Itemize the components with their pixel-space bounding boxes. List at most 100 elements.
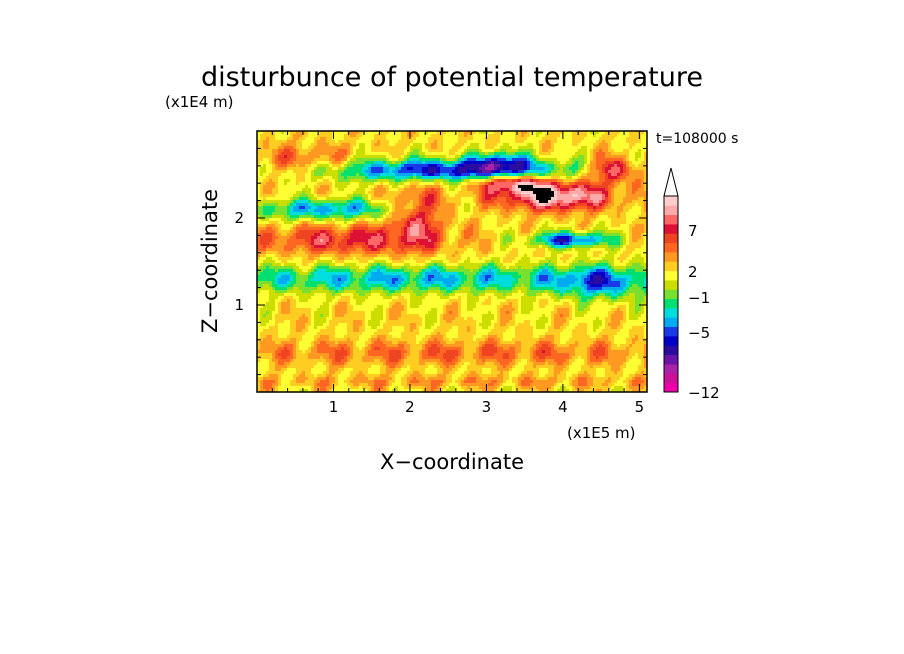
heatmap-cell: [443, 242, 447, 246]
heatmap-cell: [362, 227, 366, 231]
heatmap-cell: [341, 164, 345, 168]
heatmap-cell: [392, 143, 396, 147]
heatmap-cell: [563, 206, 567, 210]
heatmap-cell: [404, 239, 408, 243]
heatmap-cell: [449, 218, 453, 222]
heatmap-cell: [416, 218, 420, 222]
heatmap-cell: [470, 164, 474, 168]
heatmap-cell: [431, 200, 435, 204]
heatmap-cell: [515, 149, 519, 153]
heatmap-cell: [623, 140, 627, 144]
heatmap-cell: [563, 149, 567, 153]
heatmap-cell: [611, 215, 615, 219]
heatmap-cell: [452, 221, 456, 225]
heatmap-cell: [287, 218, 291, 222]
heatmap-cell: [341, 167, 345, 171]
heatmap-cell: [275, 239, 279, 243]
heatmap-cell: [452, 173, 456, 177]
heatmap-cell: [599, 194, 603, 198]
heatmap-cell: [323, 194, 327, 198]
heatmap-cell: [479, 239, 483, 243]
heatmap-cell: [623, 134, 627, 138]
heatmap-cell: [596, 230, 600, 234]
heatmap-cell: [629, 203, 633, 207]
heatmap-cell: [644, 161, 648, 165]
heatmap-cell: [479, 188, 483, 192]
heatmap-cell: [620, 203, 624, 207]
heatmap-cell: [455, 182, 459, 186]
heatmap-cell: [599, 173, 603, 177]
heatmap-cell: [512, 161, 516, 165]
heatmap-cell: [590, 215, 594, 219]
heatmap-cell: [467, 218, 471, 222]
heatmap-cell: [287, 239, 291, 243]
heatmap-cell: [584, 224, 588, 228]
heatmap-cell: [353, 218, 357, 222]
heatmap-cell: [467, 176, 471, 180]
heatmap-cell: [359, 161, 363, 165]
heatmap-cell: [536, 134, 540, 138]
heatmap-cell: [632, 209, 636, 213]
heatmap-cell: [320, 170, 324, 174]
heatmap-cell: [371, 179, 375, 183]
heatmap-cell: [395, 173, 399, 177]
heatmap-cell: [260, 194, 264, 198]
heatmap-cell: [431, 173, 435, 177]
heatmap-cell: [272, 242, 276, 246]
heatmap-cell: [446, 137, 450, 141]
heatmap-cell: [548, 203, 552, 207]
heatmap-cell: [551, 197, 555, 201]
heatmap-cell: [398, 185, 402, 189]
heatmap-cell: [566, 182, 570, 186]
heatmap-cell: [344, 146, 348, 150]
heatmap-cell: [266, 236, 270, 240]
heatmap-cell: [641, 131, 645, 135]
heatmap-cell: [500, 218, 504, 222]
heatmap-cell: [641, 224, 645, 228]
heatmap-cell: [284, 218, 288, 222]
heatmap-cell: [296, 191, 300, 195]
heatmap-cell: [299, 203, 303, 207]
heatmap-cell: [488, 152, 492, 156]
heatmap-cell: [527, 224, 531, 228]
heatmap-cell: [518, 224, 522, 228]
heatmap-cell: [377, 194, 381, 198]
heatmap-cell: [350, 224, 354, 228]
heatmap-cell: [428, 188, 432, 192]
heatmap-cell: [473, 209, 477, 213]
heatmap-cell: [320, 176, 324, 180]
heatmap-cell: [479, 131, 483, 135]
heatmap-cell: [644, 194, 648, 198]
heatmap-cell: [551, 137, 555, 141]
heatmap-cell: [272, 146, 276, 150]
heatmap-cell: [389, 221, 393, 225]
heatmap-cell: [287, 137, 291, 141]
heatmap-cell: [428, 155, 432, 159]
heatmap-cell: [554, 227, 558, 231]
heatmap-cell: [440, 152, 444, 156]
heatmap-cell: [464, 218, 468, 222]
heatmap-cell: [494, 194, 498, 198]
heatmap-cell: [500, 149, 504, 153]
heatmap-cell: [296, 194, 300, 198]
heatmap-cell: [296, 188, 300, 192]
heatmap-cell: [317, 155, 321, 159]
heatmap-cell: [413, 140, 417, 144]
heatmap-cell: [326, 179, 330, 183]
heatmap-cell: [509, 239, 513, 243]
heatmap-cell: [281, 146, 285, 150]
heatmap-cell: [491, 218, 495, 222]
heatmap-cell: [512, 227, 516, 231]
heatmap-cell: [572, 209, 576, 213]
heatmap-cell: [329, 230, 333, 234]
heatmap-cell: [431, 137, 435, 141]
heatmap-cell: [632, 200, 636, 204]
heatmap-cell: [365, 212, 369, 216]
heatmap-cell: [596, 137, 600, 141]
heatmap-cell: [398, 137, 402, 141]
heatmap-cell: [302, 185, 306, 189]
heatmap-cell: [587, 164, 591, 168]
heatmap-cell: [305, 236, 309, 240]
heatmap-cell: [584, 233, 588, 237]
heatmap-cell: [446, 218, 450, 222]
